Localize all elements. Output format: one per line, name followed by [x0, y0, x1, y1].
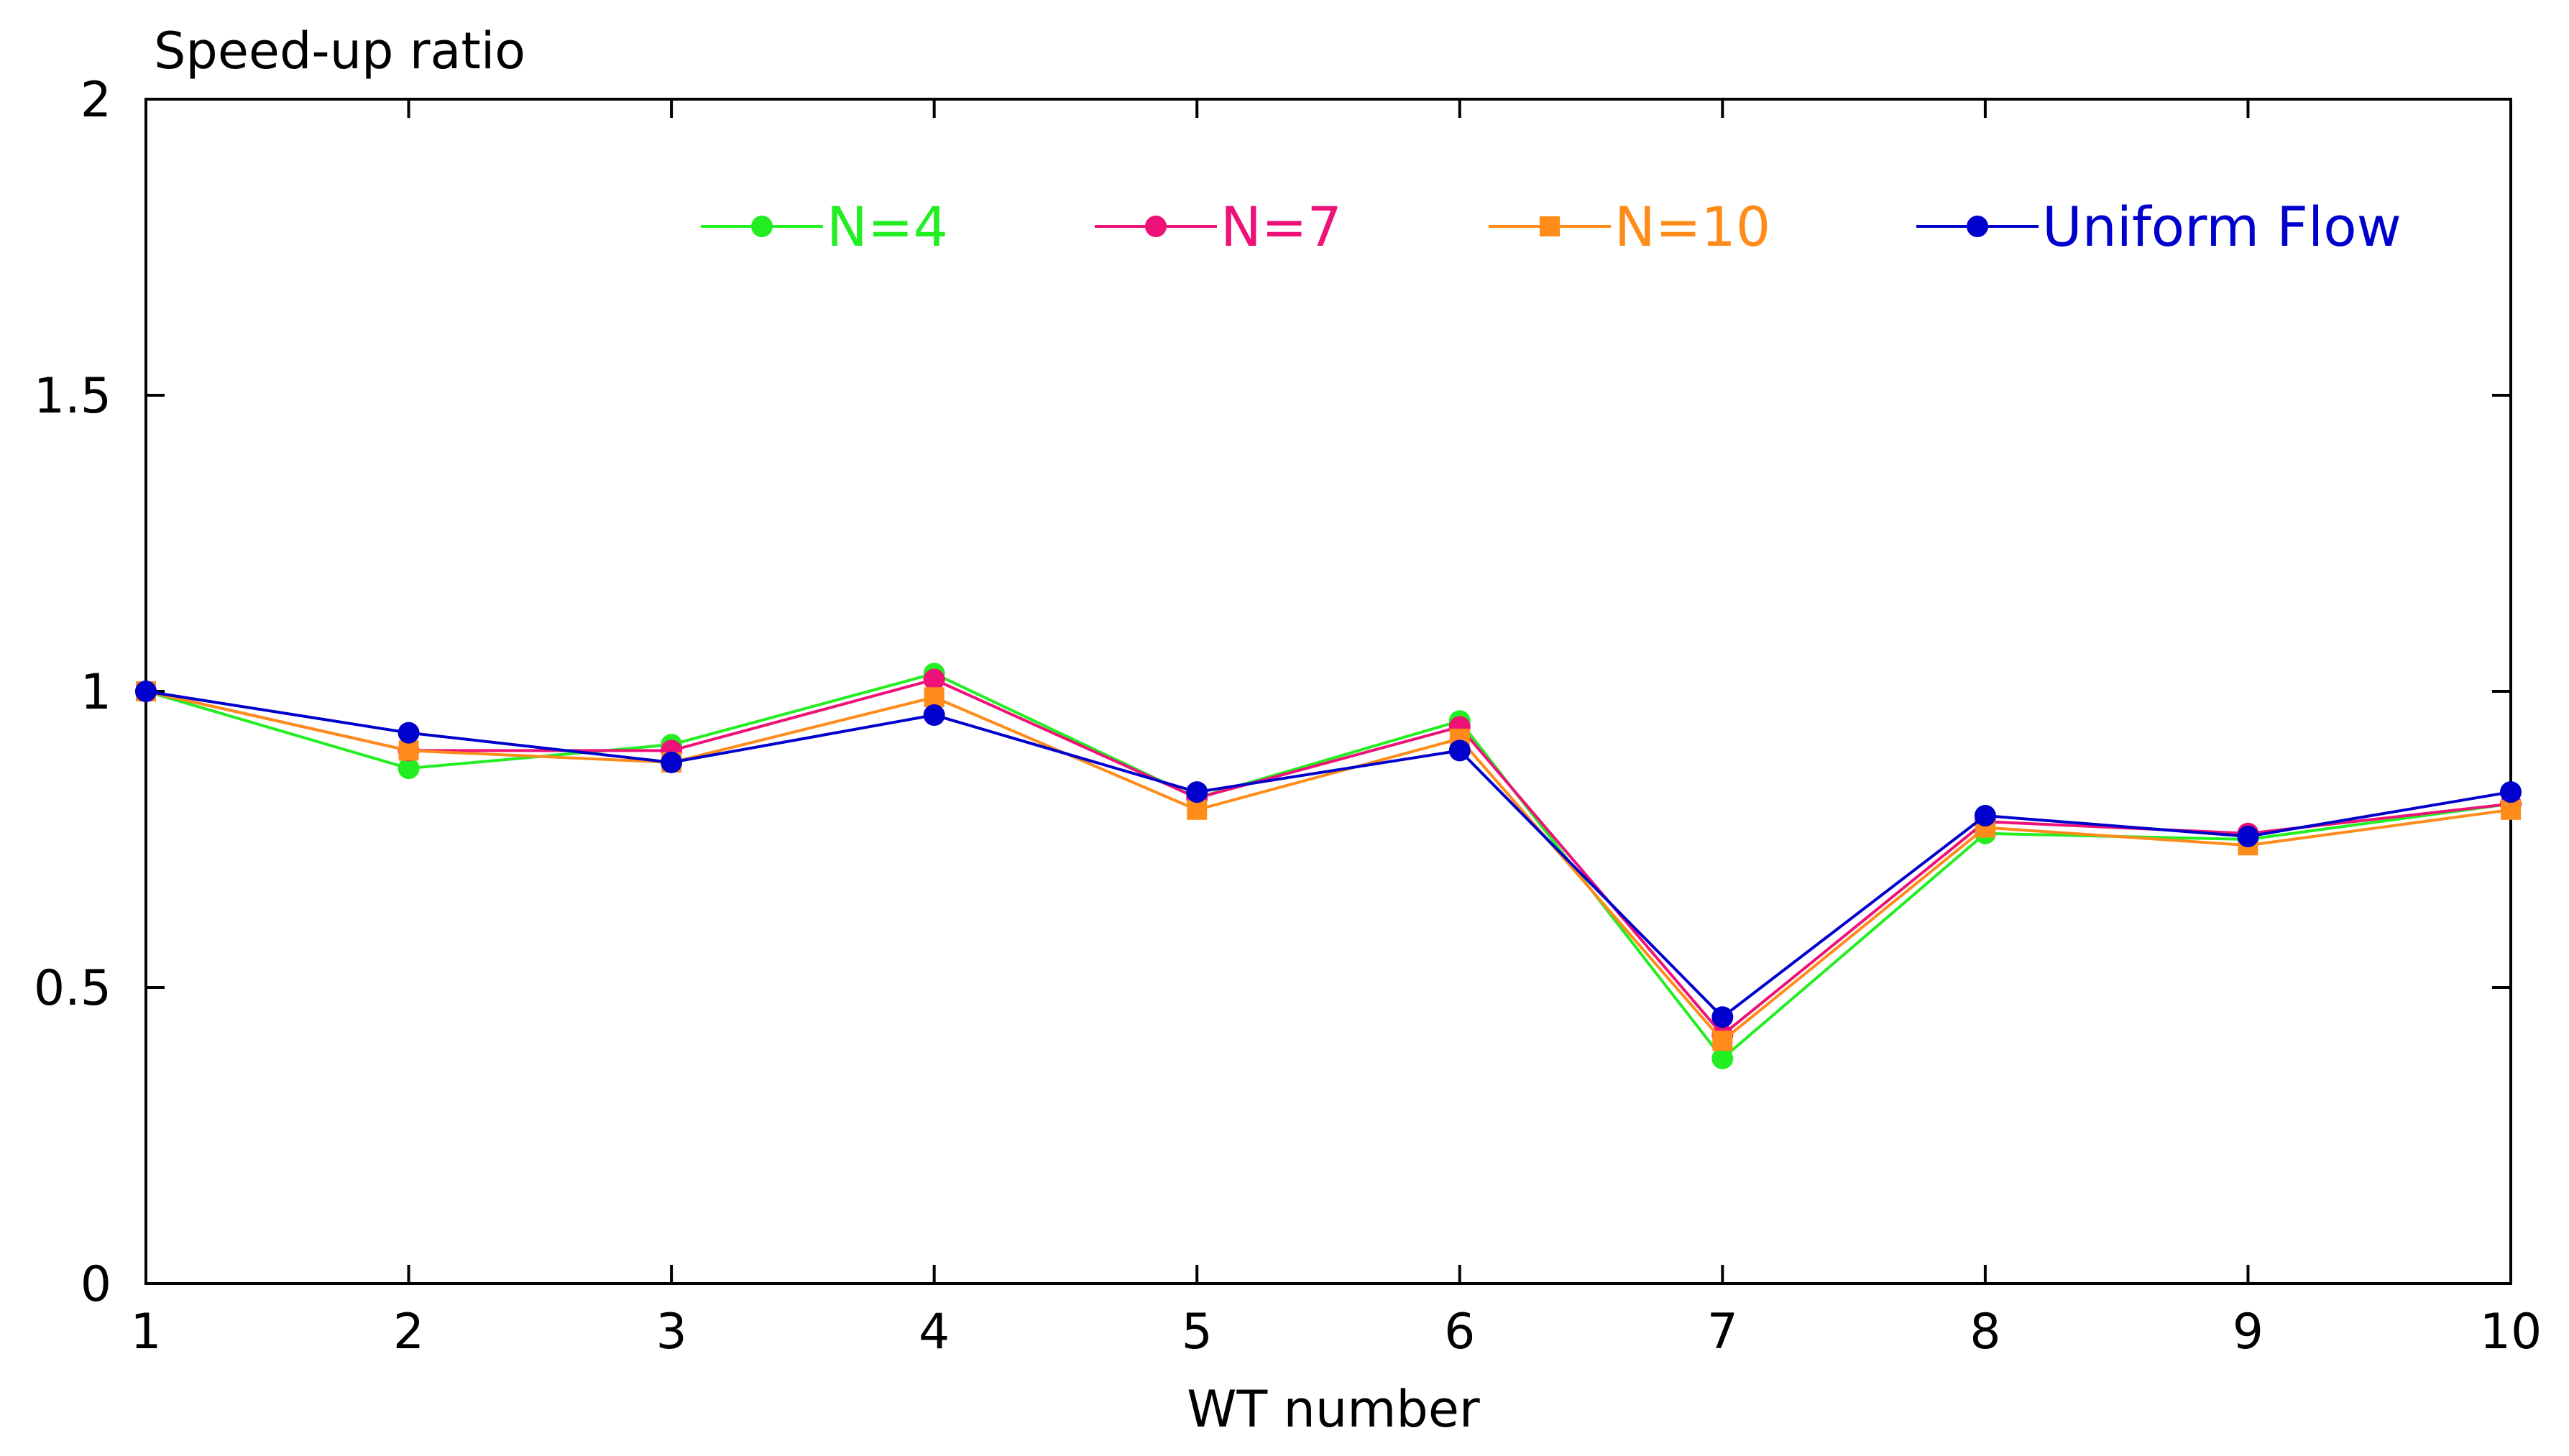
x-tick-label: 9 [2233, 1304, 2264, 1360]
data-point-s2-1 [398, 740, 419, 761]
data-point-s3-7 [1974, 805, 1996, 827]
legend-marker-3 [1967, 216, 1988, 237]
data-point-s3-4 [1186, 781, 1208, 803]
ticks-layer: 0 0.5 1 1.5 2 1 2 3 4 5 6 7 8 9 10 [34, 72, 2542, 1360]
data-point-s3-8 [2237, 825, 2259, 847]
y-tick-label: 1 [81, 664, 111, 721]
data-point-s3-9 [2500, 781, 2522, 803]
data-point-s3-2 [661, 751, 683, 773]
series-layer [135, 663, 2522, 1069]
series-0 [135, 663, 2522, 1069]
y-tick-label: 0.5 [34, 960, 111, 1017]
data-point-s0-1 [397, 757, 420, 780]
series-3 [135, 681, 2522, 1028]
x-tick-label: 2 [393, 1304, 424, 1360]
x-tick-label: 5 [1182, 1304, 1213, 1360]
legend-label-1: N=7 [1221, 195, 1342, 259]
series-line-3 [145, 690, 2511, 1019]
x-tick-label: 8 [1970, 1304, 2000, 1360]
data-point-s3-3 [923, 704, 945, 726]
legend-marker-1 [1145, 216, 1167, 237]
series-1 [135, 668, 2522, 1046]
y-tick-label: 1.5 [34, 368, 111, 425]
y-tick-label: 0 [81, 1256, 111, 1313]
legend-label-0: N=4 [827, 195, 948, 259]
data-point-s1-3 [923, 668, 945, 691]
data-point-s3-1 [397, 722, 420, 744]
data-point-s0-6 [1711, 1047, 1734, 1069]
data-point-s3-0 [135, 681, 157, 702]
plot-frame [144, 98, 2512, 1285]
data-point-s3-6 [1711, 1006, 1734, 1028]
x-tick-label: 4 [919, 1304, 950, 1360]
legend-marker-2 [1540, 216, 1560, 236]
y-tick-label: 2 [81, 72, 111, 129]
data-point-s2-6 [1712, 1031, 1733, 1051]
series-line-2 [145, 690, 2511, 1043]
legend: N=4 N=7 N=10 Uniform Flow [701, 195, 2402, 259]
x-tick-label: 3 [656, 1304, 686, 1360]
series-line-0 [145, 672, 2511, 1061]
legend-marker-0 [751, 216, 773, 237]
data-point-s2-3 [924, 687, 945, 708]
y-axis-title: Speed-up ratio [154, 22, 525, 80]
data-point-s2-9 [2501, 799, 2521, 820]
series-line-1 [145, 678, 2511, 1037]
x-tick-label: 1 [130, 1304, 161, 1360]
x-axis-title: WT number [1187, 1380, 1480, 1439]
legend-label-2: N=10 [1614, 195, 1770, 259]
x-tick-label: 10 [2480, 1304, 2542, 1360]
legend-label-3: Uniform Flow [2042, 195, 2402, 259]
series-2 [136, 681, 2521, 1051]
x-tick-label: 6 [1444, 1304, 1475, 1360]
data-point-s3-5 [1448, 739, 1471, 762]
data-point-s2-4 [1187, 799, 1208, 820]
x-tick-label: 7 [1707, 1304, 1738, 1360]
